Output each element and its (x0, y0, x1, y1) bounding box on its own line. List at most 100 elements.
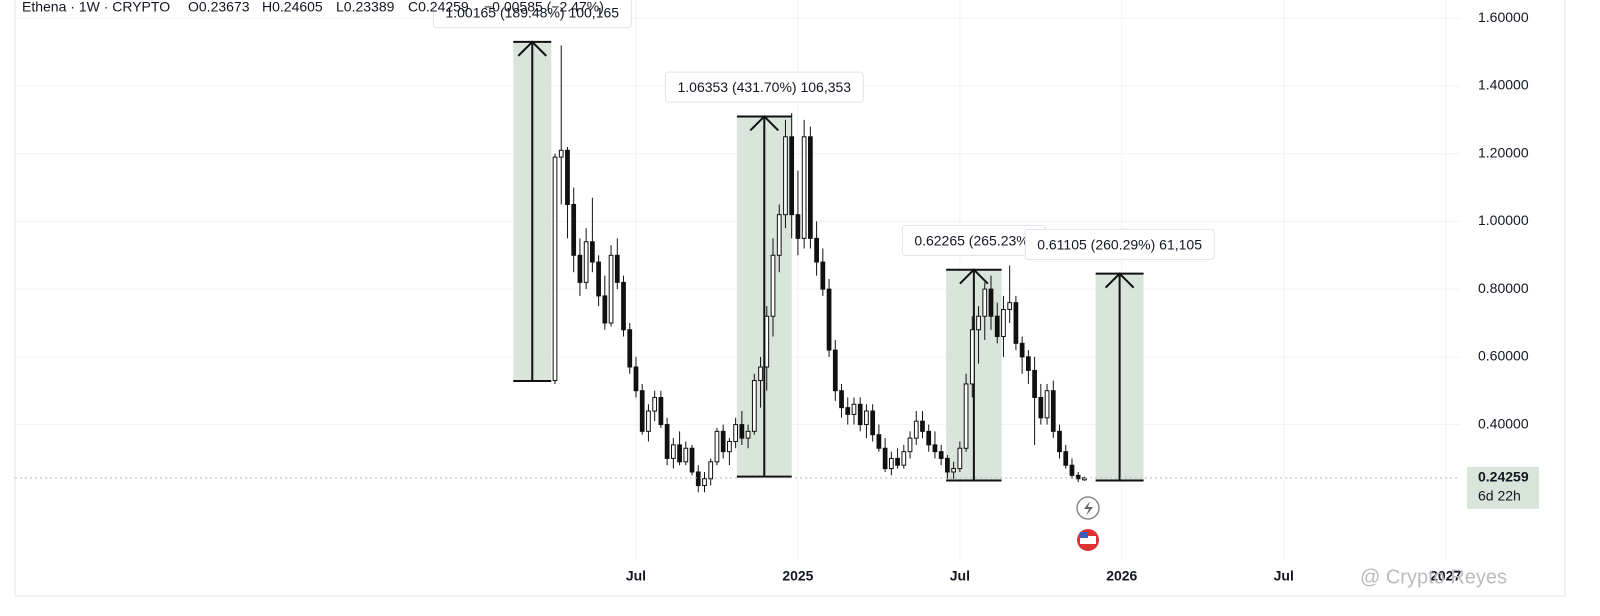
range-arrowhead (1104, 272, 1135, 289)
range-label: 0.61105 (260.29%) 61,105 (1024, 228, 1215, 260)
range-arrowhead (959, 268, 989, 285)
candle-body (727, 440, 732, 453)
candle-body (583, 241, 589, 283)
range-label-box (664, 71, 864, 103)
candle-body (571, 203, 577, 256)
candle-body (1001, 308, 1006, 338)
candle-body (614, 254, 620, 283)
candle-body (758, 366, 763, 382)
candle-body (926, 430, 932, 446)
candle-body (552, 156, 558, 382)
candles (552, 45, 1087, 493)
watermark: @ Crypto Reyes (1360, 566, 1507, 588)
header-symbol: Ethena · 1W · CRYPTO (22, 0, 170, 15)
candle-body (702, 478, 707, 487)
candle-body (913, 420, 919, 439)
candle-body (565, 149, 570, 205)
x-tick-label: 2027 (1430, 568, 1461, 584)
candle-body (820, 261, 826, 290)
header-close: C0.24259 (408, 0, 469, 15)
candle-body (621, 281, 626, 331)
candle-body (1082, 477, 1087, 481)
candle-body (988, 288, 994, 317)
candle-body (851, 403, 857, 415)
y-tick-label: 0.40000 (1478, 415, 1529, 431)
candle-body (957, 447, 963, 470)
candle-body (994, 315, 1000, 338)
candle-body (689, 447, 695, 473)
event-icons (1075, 496, 1101, 553)
candle-body (969, 329, 975, 385)
candle-body (789, 136, 795, 216)
range-arrowhead (749, 115, 779, 132)
range-label-text: 1.06353 (431.70%) 106,353 (677, 79, 851, 95)
candle-body (1038, 396, 1044, 419)
price-tag-countdown: 6d 22h (1478, 488, 1521, 504)
candle-body (1032, 369, 1037, 398)
candle-body (945, 457, 950, 473)
candle-body (770, 254, 776, 317)
candle-body (776, 214, 782, 256)
candle-body (951, 468, 956, 473)
x-tick-label: Jul (1274, 568, 1294, 584)
candle-body (1044, 390, 1050, 419)
candle-body (801, 136, 807, 239)
candle-body (708, 461, 714, 480)
header-low: L0.23389 (336, 0, 395, 15)
y-tick-label: 0.60000 (1478, 348, 1529, 364)
candle-body (882, 447, 888, 470)
header-change: −0.00585 (−2.47%) (484, 0, 604, 15)
y-tick-label: 0.80000 (1478, 280, 1529, 296)
y-tick-label: 1.20000 (1478, 144, 1529, 160)
candle-body (714, 430, 720, 463)
ranges (513, 40, 1144, 482)
candle-body (658, 396, 664, 426)
candle-body (602, 295, 608, 324)
candle-body (832, 349, 838, 392)
candle-body (633, 366, 639, 392)
x-tick-label: Jul (950, 568, 970, 584)
price-tag (1467, 466, 1539, 509)
candle-body (764, 315, 770, 368)
flag-canton (1080, 532, 1088, 538)
candle-body (907, 437, 913, 453)
y-tick-label: 1.60000 (1478, 9, 1529, 25)
range-label: 1.00165 (189.48%) 100,165 (432, 0, 632, 29)
candle-body (963, 383, 969, 449)
header-open: O0.23673 (188, 0, 250, 15)
price-tag-value: 0.24259 (1478, 469, 1529, 485)
range-label-box (1024, 228, 1215, 260)
range-label-text: 0.62265 (265.23%) (914, 232, 1033, 248)
flag-stripe (1080, 536, 1096, 544)
x-tick-label: Jul (626, 568, 646, 584)
candle-body (683, 447, 689, 463)
candle-body (1019, 342, 1025, 358)
candle-body (590, 241, 595, 263)
candle-body (783, 136, 788, 216)
candle-body (795, 214, 801, 239)
y-tick-label: 1.00000 (1478, 212, 1529, 228)
candle-body (695, 471, 701, 487)
header-high: H0.24605 (262, 0, 323, 15)
candle-body (870, 410, 876, 436)
candle-body (558, 149, 564, 158)
candle-body (1050, 390, 1056, 432)
candle-body (652, 396, 658, 412)
candle-body (845, 407, 851, 415)
candle-body (639, 390, 645, 432)
header: Ethena · 1W · CRYPTO O0.23673 H0.24605 L… (22, 0, 604, 15)
candle-body (1075, 474, 1081, 480)
lightning-glyph (1084, 501, 1093, 516)
candle-body (670, 444, 676, 459)
candle-body (857, 403, 863, 426)
candle-body (1007, 302, 1013, 310)
candle-body (1013, 302, 1019, 344)
candle-body (814, 237, 819, 263)
range-label-box (432, 0, 632, 29)
candle-body (938, 451, 944, 459)
candle-body (976, 315, 981, 331)
x-tick-label: 2025 (782, 568, 813, 584)
candle-body (733, 424, 739, 442)
range-label: 1.06353 (431.70%) 106,353 (664, 71, 864, 103)
